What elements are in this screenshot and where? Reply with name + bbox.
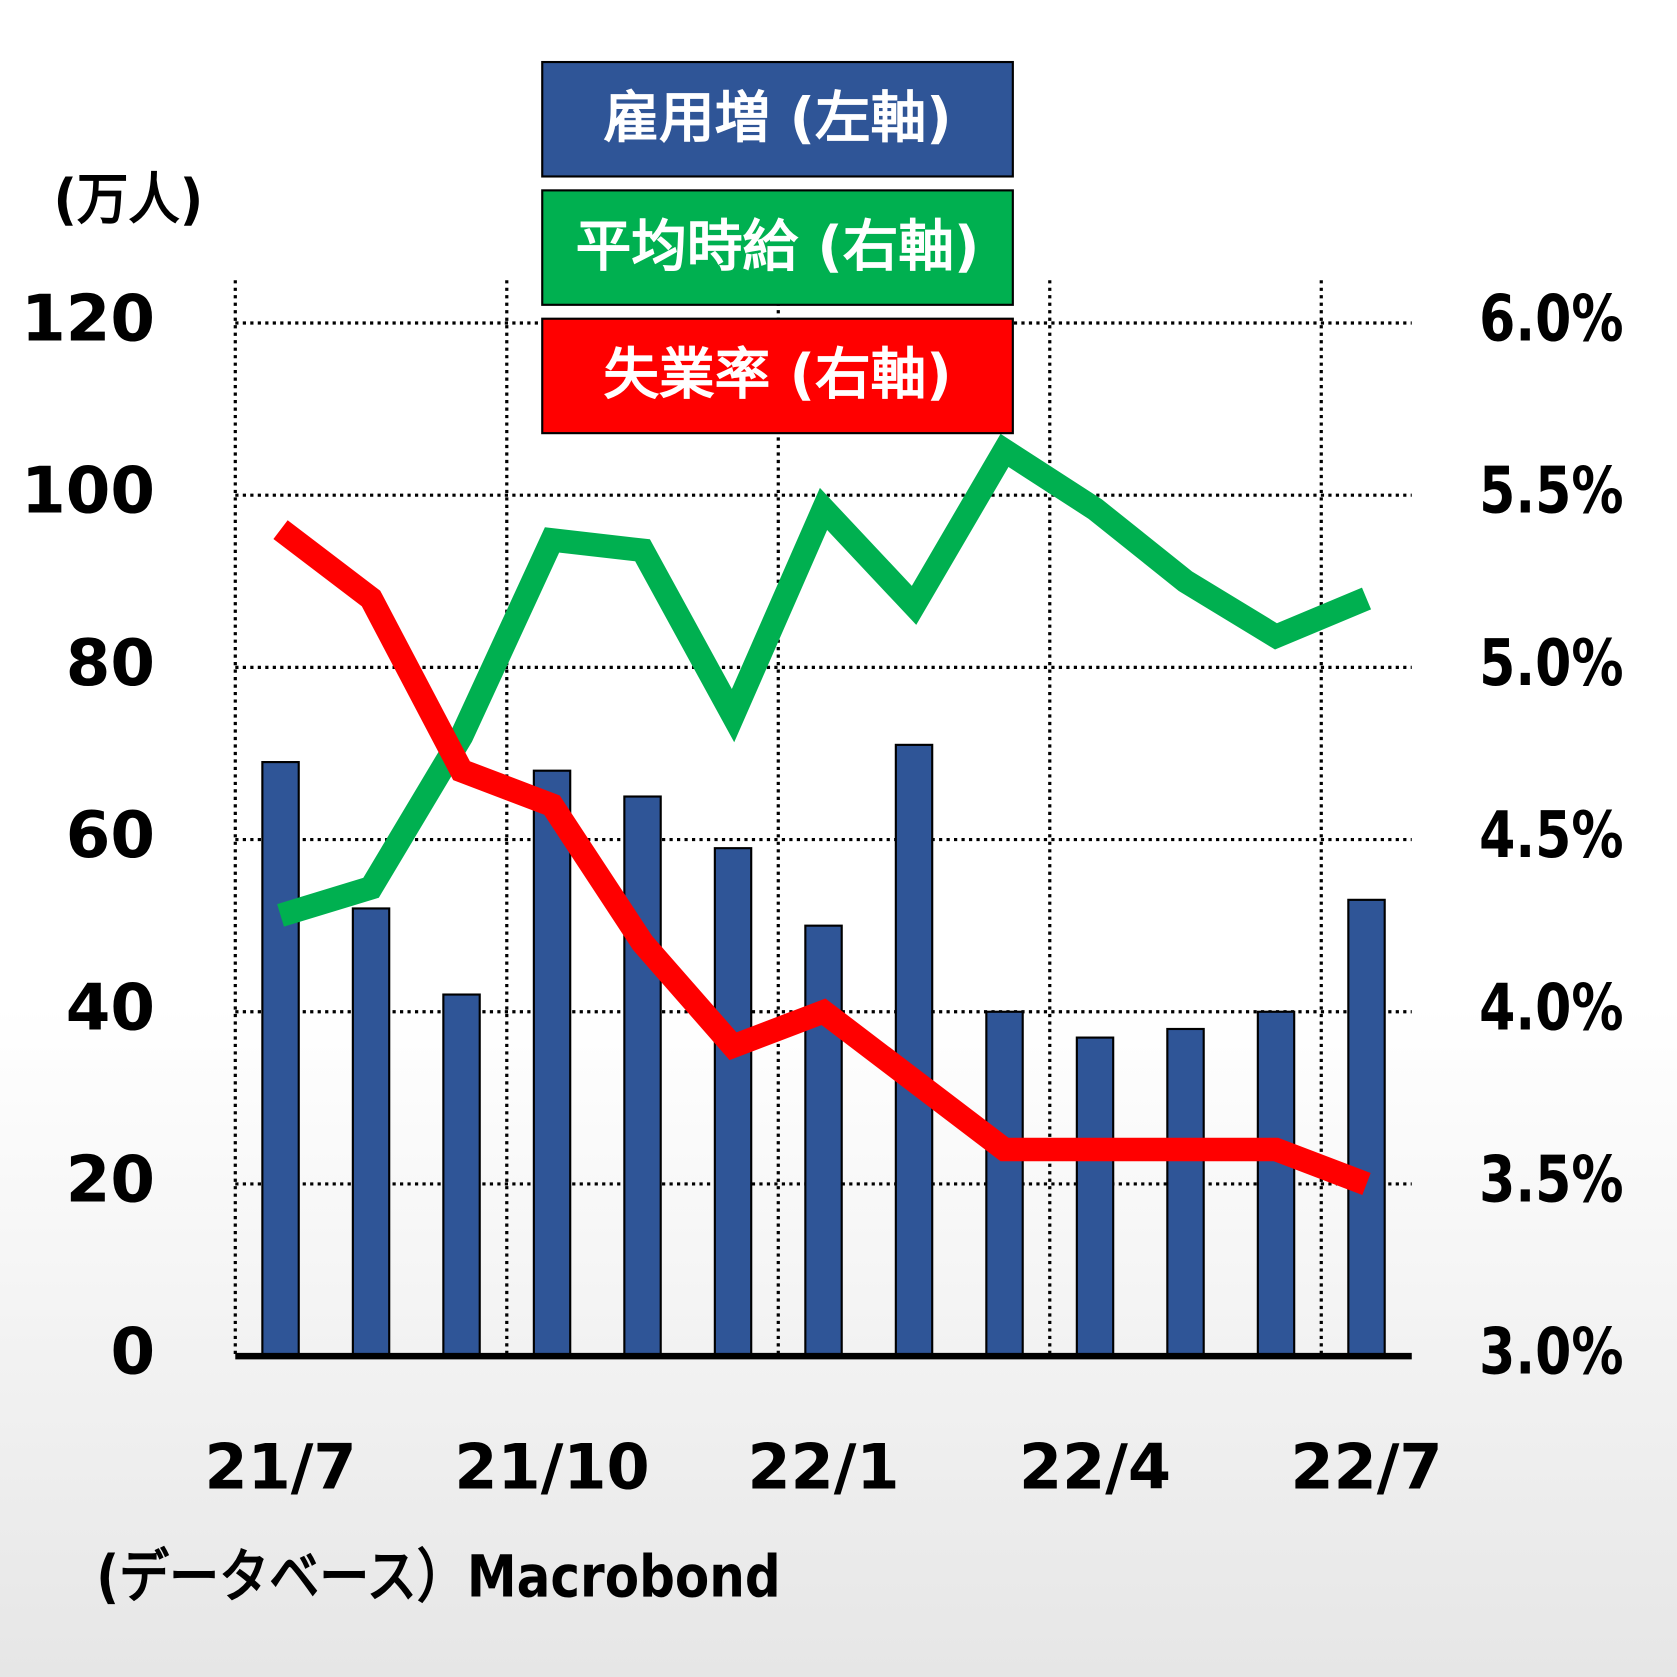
bar (713, 847, 753, 1358)
bar (442, 993, 481, 1358)
legend-box (541, 189, 1014, 306)
bar (985, 1010, 1024, 1358)
legend-label: 雇用増 (左軸) (603, 86, 951, 151)
y2-tick-label: 5.5% (1479, 454, 1623, 529)
y2-tick-label: 5.0% (1479, 626, 1623, 701)
y-tick-label: 20 (66, 1143, 155, 1218)
bar (1166, 1027, 1205, 1358)
line (277, 433, 1372, 927)
y2-tick-label: 4.5% (1479, 798, 1623, 873)
bar (532, 769, 572, 1358)
bar (623, 795, 662, 1358)
legend-label: 失業率 (右軸) (603, 343, 951, 408)
legend-label: 平均時給 (右軸) (576, 214, 980, 279)
bar (1075, 1036, 1115, 1358)
y2-tick-label: 4.0% (1479, 970, 1623, 1045)
x-tick-label: 21/10 (454, 1431, 649, 1504)
x-tick-label: 22/4 (1019, 1431, 1171, 1504)
legend-box (541, 60, 1014, 178)
x-tick-label: 21/7 (204, 1431, 356, 1504)
y2-tick-label: 3.0% (1479, 1315, 1623, 1390)
bar (894, 743, 934, 1358)
y-tick-label: 100 (21, 454, 155, 529)
y-tick-label: 0 (110, 1315, 155, 1390)
y-tick-label: 120 (21, 282, 155, 357)
bar (1256, 1010, 1296, 1358)
x-tick-label: 22/7 (1290, 1431, 1442, 1504)
bar (261, 761, 300, 1358)
x-tick-label: 22/1 (747, 1431, 899, 1504)
source: (データベース）Macrobond (96, 1542, 780, 1610)
line (273, 520, 1371, 1195)
legend-box (541, 317, 1014, 435)
y-tick-label: 60 (66, 798, 155, 873)
y-tick-label: 40 (66, 970, 155, 1045)
bar (351, 907, 391, 1358)
y-axis-label: (万人) (53, 167, 203, 232)
y-tick-label: 80 (66, 626, 155, 701)
y2-tick-label: 6.0% (1479, 282, 1623, 357)
bar (804, 924, 843, 1358)
bar (1347, 898, 1386, 1358)
y2-tick-label: 3.5% (1479, 1143, 1623, 1218)
